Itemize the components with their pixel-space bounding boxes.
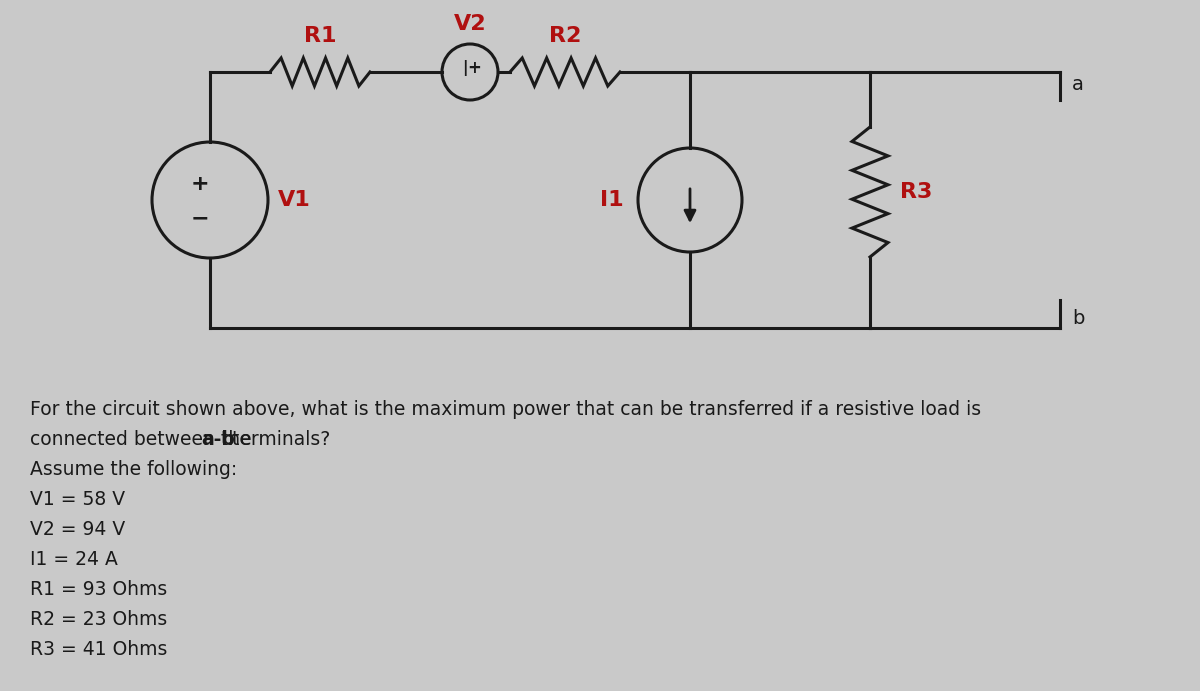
Text: a-b: a-b (202, 430, 235, 449)
Text: R3 = 41 Ohms: R3 = 41 Ohms (30, 640, 167, 659)
Text: For the circuit shown above, what is the maximum power that can be transferred i: For the circuit shown above, what is the… (30, 400, 982, 419)
Text: V1 = 58 V: V1 = 58 V (30, 490, 125, 509)
Text: terminals?: terminals? (226, 430, 330, 449)
Text: −: − (191, 208, 209, 228)
Text: connected between the: connected between the (30, 430, 258, 449)
Text: R1: R1 (304, 26, 336, 46)
Text: V2 = 94 V: V2 = 94 V (30, 520, 125, 539)
Text: b: b (1072, 308, 1085, 328)
Text: +: + (191, 174, 209, 194)
Text: R1 = 93 Ohms: R1 = 93 Ohms (30, 580, 167, 599)
Text: R2 = 23 Ohms: R2 = 23 Ohms (30, 610, 167, 629)
Text: I1: I1 (600, 190, 624, 210)
Text: +: + (467, 59, 481, 77)
Text: Assume the following:: Assume the following: (30, 460, 238, 479)
Text: V2: V2 (454, 14, 486, 34)
Text: |: | (462, 60, 468, 76)
Text: a: a (1072, 75, 1084, 93)
Text: V1: V1 (278, 190, 311, 210)
Text: R3: R3 (900, 182, 932, 202)
Text: R2: R2 (548, 26, 581, 46)
Text: I1 = 24 A: I1 = 24 A (30, 550, 118, 569)
